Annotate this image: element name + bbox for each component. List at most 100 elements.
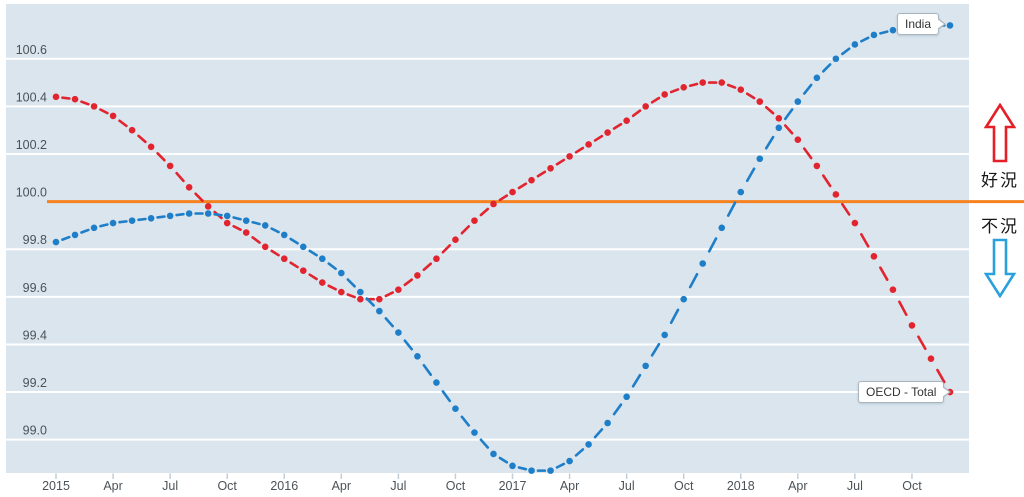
oecd-total-series-dash (156, 152, 166, 162)
oecd-total-series-dash (137, 134, 147, 144)
oecd-total-series-dash (194, 192, 204, 202)
oecd-series-label: OECD - Total (866, 385, 937, 399)
oecd-total-series-dash (460, 225, 471, 235)
y-axis-label: 99.2 (23, 376, 47, 390)
india-data-point (128, 217, 136, 224)
india-data-point (318, 255, 326, 263)
oecd-total-data-point (185, 184, 193, 191)
oecd-total-series-dash (745, 92, 756, 100)
india-data-point (642, 362, 649, 370)
x-axis-label: 2017 (499, 479, 527, 493)
oecd-series-callout: OECD - Total (858, 381, 952, 403)
india-series-dash (726, 201, 737, 217)
india-data-point (338, 269, 345, 277)
india-series-dash (879, 30, 889, 35)
oecd-total-data-point (318, 279, 326, 286)
x-axis-label: Oct (902, 479, 922, 493)
india-series-dash (669, 308, 680, 325)
oecd-total-data-point (642, 103, 649, 110)
oecd-total-data-point (204, 203, 212, 210)
india-series-dash (764, 135, 775, 150)
oecd-total-data-point (261, 243, 269, 251)
oecd-total-data-point (699, 79, 707, 86)
oecd-total-data-point (357, 295, 364, 303)
india-data-point (357, 288, 364, 296)
india-data-point (870, 31, 878, 39)
y-axis-label: 99.0 (23, 424, 47, 438)
oecd-total-data-point (109, 112, 117, 120)
boom-up-arrow-icon (984, 103, 1016, 163)
india-data-point (433, 379, 440, 386)
oecd-total-series-dash (479, 207, 490, 217)
oecd-total-data-point (889, 286, 897, 293)
india-series-dash (574, 448, 585, 457)
y-axis-label: 99.8 (23, 233, 47, 247)
india-data-point (604, 419, 611, 427)
india-series-dash (403, 339, 413, 351)
india-series-dash (118, 220, 128, 224)
india-series-callout: India (897, 13, 947, 35)
x-axis-label: 2018 (727, 479, 755, 493)
india-data-point (775, 124, 783, 132)
oecd-total-series-dash (783, 124, 794, 135)
oecd-total-series-dash (917, 335, 927, 351)
india-series-dash (175, 212, 185, 217)
oecd-total-series-dash (232, 224, 242, 231)
india-series-dash (841, 47, 851, 56)
oecd-total-data-point (147, 143, 155, 151)
india-data-point (185, 210, 193, 217)
india-data-point (490, 450, 497, 458)
india-series-dash (441, 390, 452, 403)
india-data-point (585, 441, 592, 448)
oecd-total-data-point (52, 93, 60, 101)
recession-label: 不況 (981, 217, 1019, 236)
oecd-total-data-point (528, 176, 535, 184)
oecd-total-data-point (756, 98, 764, 105)
india-data-point (528, 467, 535, 474)
oecd-total-series-dash (403, 278, 413, 287)
india-data-point (832, 55, 840, 63)
india-series-dash (422, 363, 433, 376)
x-axis-label: Jul (847, 479, 863, 493)
y-axis-label: 100.2 (16, 138, 47, 152)
india-data-point (946, 22, 954, 29)
plot-area (6, 4, 969, 473)
india-series-dash (612, 403, 623, 416)
x-axis-label: 2015 (42, 479, 70, 493)
oecd-total-series-dash (498, 194, 509, 202)
recession-down-arrow-icon (984, 238, 1016, 298)
oecd-total-data-point (433, 255, 440, 263)
india-data-point (204, 210, 212, 217)
india-series-dash (593, 428, 604, 439)
oecd-total-series-dash (441, 244, 452, 254)
oecd-total-data-point (90, 103, 98, 110)
india-data-point (566, 457, 573, 465)
india-series-dash (707, 237, 718, 253)
india-series-dash (802, 83, 813, 95)
oecd-total-series-dash (574, 146, 585, 154)
oecd-total-series-dash (688, 82, 699, 88)
oecd-total-series-dash (289, 261, 299, 269)
india-series-dash (688, 272, 699, 289)
oecd-total-data-point (509, 188, 516, 196)
oecd-total-series-dash (936, 368, 946, 384)
india-series-dash (631, 373, 642, 388)
india-series-dash (61, 235, 71, 241)
india-data-point (737, 188, 745, 196)
oecd-total-data-point (242, 229, 250, 236)
oecd-total-series-dash (898, 300, 908, 316)
india-series-dash (137, 217, 147, 222)
india-data-point (261, 222, 269, 229)
x-axis-label: Oct (446, 479, 466, 493)
oecd-total-data-point (128, 126, 136, 134)
boom-label: 好況 (981, 171, 1019, 190)
oecd-total-series-dash (308, 273, 318, 281)
oecd-total-data-point (585, 141, 592, 148)
oecd-total-data-point (737, 86, 745, 94)
y-axis-label: 99.4 (23, 328, 47, 342)
oecd-total-series-dash (327, 284, 337, 291)
india-series-dash (327, 262, 337, 271)
x-axis-label: Oct (217, 479, 237, 493)
india-data-point (452, 405, 459, 413)
